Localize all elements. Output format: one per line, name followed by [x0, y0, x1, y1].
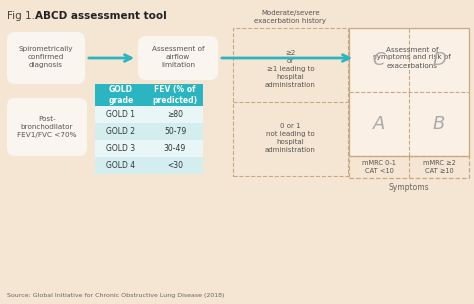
Text: B: B	[433, 115, 445, 133]
Bar	[349, 28, 469, 156]
Text: GOLD 3: GOLD 3	[107, 144, 136, 153]
Text: Symptoms: Symptoms	[389, 183, 429, 192]
Text: 0 or 1
not leading to
hospital
administration: 0 or 1 not leading to hospital administr…	[265, 123, 316, 153]
Text: 50-79: 50-79	[164, 127, 186, 136]
Text: mMRC ≥2
CAT ≥10: mMRC ≥2 CAT ≥10	[422, 160, 456, 174]
Bar	[95, 140, 147, 157]
Bar	[147, 123, 203, 140]
Text: GOLD 4: GOLD 4	[107, 161, 136, 170]
Text: GOLD 1: GOLD 1	[107, 110, 136, 119]
Text: GOLD 2: GOLD 2	[107, 127, 136, 136]
Bar	[95, 157, 147, 174]
Bar	[95, 106, 147, 123]
Bar	[95, 123, 147, 140]
Text: C: C	[373, 51, 385, 69]
Bar	[147, 157, 203, 174]
Text: mMRC 0-1
CAT <10: mMRC 0-1 CAT <10	[362, 160, 396, 174]
Text: Assessment of
airflow
limitation: Assessment of airflow limitation	[152, 46, 204, 68]
Text: ≥2
or
≥1 leading to
hospital
administration: ≥2 or ≥1 leading to hospital administrat…	[265, 50, 316, 88]
FancyBboxPatch shape	[7, 98, 87, 156]
Text: D: D	[432, 51, 446, 69]
FancyBboxPatch shape	[356, 31, 468, 86]
Text: GOLD
grade: GOLD grade	[109, 85, 134, 105]
Text: Moderate/severe
exacerbation history: Moderate/severe exacerbation history	[255, 11, 327, 24]
Text: ≥80: ≥80	[167, 110, 183, 119]
Text: FEV (% of
predicted): FEV (% of predicted)	[153, 85, 198, 105]
Text: A: A	[373, 115, 385, 133]
Text: <30: <30	[167, 161, 183, 170]
Text: 30-49: 30-49	[164, 144, 186, 153]
Bar	[147, 106, 203, 123]
Text: ABCD assessment tool: ABCD assessment tool	[35, 11, 167, 21]
Bar	[233, 28, 348, 176]
Text: Spirometrically
confirmed
diagnosis: Spirometrically confirmed diagnosis	[19, 46, 73, 68]
Text: Post-
bronchodilator
FEV1/FVC <70%: Post- bronchodilator FEV1/FVC <70%	[17, 116, 77, 138]
Bar	[95, 84, 147, 106]
Bar	[147, 140, 203, 157]
Text: Source: Global Initiative for Chronic Obstructive Lung Disease (2018): Source: Global Initiative for Chronic Ob…	[7, 293, 224, 298]
Text: Fig 1.: Fig 1.	[7, 11, 38, 21]
FancyBboxPatch shape	[7, 32, 85, 84]
Bar	[349, 156, 469, 178]
FancyBboxPatch shape	[138, 36, 218, 80]
Bar	[147, 84, 203, 106]
Text: Assessment of
symptoms and risk of
exacerbations: Assessment of symptoms and risk of exace…	[373, 47, 451, 68]
